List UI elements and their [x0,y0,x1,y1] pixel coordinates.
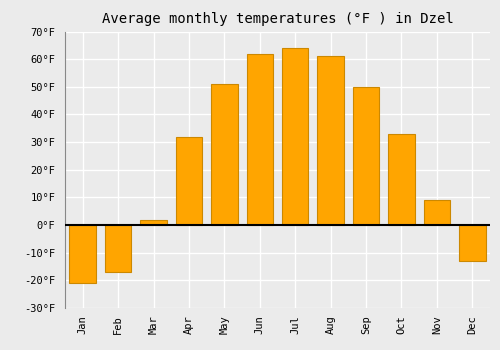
Bar [211,84,238,225]
Bar [353,87,380,225]
Title: Average monthly temperatures (°F ) in Dzel: Average monthly temperatures (°F ) in Dz… [102,12,454,26]
Bar [70,225,96,283]
Bar [140,219,167,225]
Bar [318,56,344,225]
Bar [459,225,485,261]
Bar [246,54,273,225]
Bar [105,225,132,272]
Bar [176,136,202,225]
Bar [388,134,414,225]
Bar [424,200,450,225]
Bar [282,48,308,225]
